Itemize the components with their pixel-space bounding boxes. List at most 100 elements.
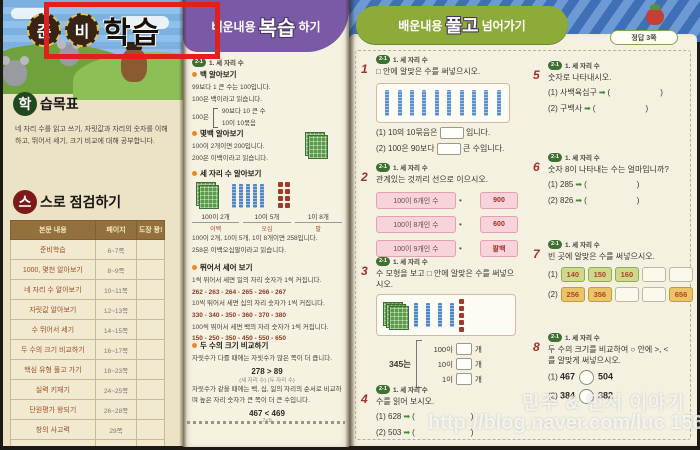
problem-number: 8 [533,340,540,354]
unit-cube [285,196,290,201]
ten-rod [471,90,476,117]
section-hundreds: 몇백 알아보기 100이 2개이면 200입니다. 200은 이백이라고 읽습니… [192,128,342,164]
answer-box [439,127,464,140]
table-row: 두 수의 크기 비교하기 16~17쪽 [10,339,165,360]
section-line: 1씩 뛰어서 세면 일의 자리 숫자가 1씩 커집니다. [192,277,322,284]
ten-rod [450,303,454,328]
ten-rod [438,303,442,328]
problem-text: 숫자로 나타내시오. [548,73,612,82]
arrow-icon: ➡ [403,412,411,422]
sequence-box-empty [641,267,666,283]
brace-item: 10이 10묶음 [221,120,257,128]
unit-cube [285,203,290,208]
sequence-box-empty [668,267,694,283]
sequence-box: 656 [668,287,694,303]
unit-label: 1. 세 자리 수 [564,335,600,342]
comparison-example: 467 < 469 [249,409,285,419]
selfcheck-heading: 스 스로 점검하기 [13,190,121,214]
watermark-blog-title: 민주 & 민서 이야기 [522,393,685,414]
section-line: 100은 백이라고 읽습니다. [192,95,263,103]
sub-question: (2) 826 ➡() [548,196,640,206]
problem-5: 5 2-1 1. 세 자리 수 숫자로 나타내시오. (1) 사백육십구 ➡() (… [533,60,691,115]
cloud-icon [121,16,169,29]
left-page: 준 비 학습 학 습목표 네 자리 수를 읽고 쓰기, 자릿값과 자리의 숫자를… [3,0,183,446]
hundred-blocks-image [305,132,328,159]
unit-badge: 2-1 1. 세 자리 수 [192,57,244,67]
match-left-box: 100이 8개인 수 [376,216,456,234]
sub-question: (1) 467 504 [548,370,691,386]
ten-rod [434,90,439,117]
unit-label: 1. 세 자리 수 [392,165,428,172]
arrow-icon: ➡ [598,88,606,98]
row-name: 수 뛰어서 세기 [10,319,96,340]
ten-rod [246,184,250,208]
place-value-blocks-image [376,294,516,337]
unit-label: 1. 세 자리 수 [564,155,600,162]
count-sequence: 150 - 250 - 350 - 450 - 550 - 650 [192,335,286,343]
ten-rod [496,90,501,117]
place-col: 10이 5개 오십 [243,211,291,233]
section-line: 10씩 뛰어서 세면 십의 자리 숫자가 1씩 커집니다. [192,300,325,308]
arrow-icon: ➡ [575,180,583,190]
bullet-icon [192,171,197,176]
problem-4: 4 2-1 1. 세 자리 수 수를 읽어 보시오. (1) 628 ➡() (2)… [361,384,517,439]
beaver-character-illustration [121,42,147,82]
problem-number: 1 [361,62,368,76]
unit-cube [278,182,283,187]
problem-text-line2: 를 알맞게 써넣으시오. [548,356,621,366]
row-page: 29쪽 [94,419,138,440]
table-row: 1000, 몇천 알아보기 8~9쪽 [10,259,165,280]
unit-cube [285,189,290,194]
section-line: 100이 2개이면 200입니다. [192,143,265,150]
sub-question: (1) 10의 10묶음은 입니다. [376,127,491,140]
sub-question: (2) 구백사 ➡() [548,104,649,114]
answer-page-tab: 정답 3쪽 [610,30,678,45]
row-name: 1000, 몇천 알아보기 [10,259,96,280]
match-left-box: 100이 9개인 수 [376,240,456,258]
row-name: 두 수의 크기 비교하기 [10,339,96,360]
stamp-cell [136,299,165,320]
section-hundred: 백 알아보기 99보다 1 큰 수는 100입니다. 100은 백이라고 읽습니… [192,69,342,130]
ten-rod [239,184,243,208]
problem-number: 7 [533,247,540,261]
sequence-box-empty [614,287,639,303]
match-row: 100이 8개인 수 • 600 [376,216,518,234]
grade-pill: 2-1 [376,162,390,172]
row-name: 단원평가 왕되기 [10,399,96,420]
stamp-cell [136,259,165,280]
place-col: 1이 8개 팔 [294,211,342,233]
connector-dot: • [459,244,462,254]
ten-rod [260,184,264,208]
problem-6: 6 2-1 1. 세 자리 수 숫자 8이 나타내는 수는 얼마입니까? (1) … [533,152,691,207]
hundred-blocks-image [196,182,219,209]
sub-question: (1) 628 ➡() [376,412,474,422]
ten-rod [459,90,464,117]
row-page: 8~9쪽 [94,259,138,280]
ten-rod [422,90,427,117]
unit-cube [459,298,464,304]
table-row: 실력 키재기 24~25쪽 [10,379,165,400]
row-name: 창의 사고력 [10,419,96,440]
bullet-icon [192,343,197,348]
mouse-character-illustration [3,56,29,86]
section-title: 두 수의 크기 비교하기 [200,341,269,350]
unit-label: 1. 세 자리 수 [208,60,244,67]
goal-heading: 학 습목표 [13,92,79,116]
place-col: 100이 2개 이백 [192,211,240,233]
grade-pill: 2-1 [548,239,562,249]
problem-text: 관계있는 것끼리 선으로 이으시오. [376,175,488,184]
grade-pill: 2-1 [548,152,562,162]
place-value-blocks-image [196,182,342,209]
ten-rod [426,303,430,328]
bullet-icon [192,72,197,77]
unit-cubes-image [459,298,464,332]
grade-pill: 2-1 [548,332,562,342]
unit-label: 1. 세 자리 수 [564,63,600,70]
unit-cube [459,326,464,332]
place-row: 1이 개 [441,373,482,386]
unit-cube [278,203,283,208]
watermark-blog-url: http://blog.naver.com/luc 15688 [428,412,700,434]
col-header-page: 페이지 [94,220,138,240]
arrow-icon: ➡ [575,196,583,206]
count-sequence: 330 - 340 - 350 - 360 - 370 - 380 [192,312,286,320]
